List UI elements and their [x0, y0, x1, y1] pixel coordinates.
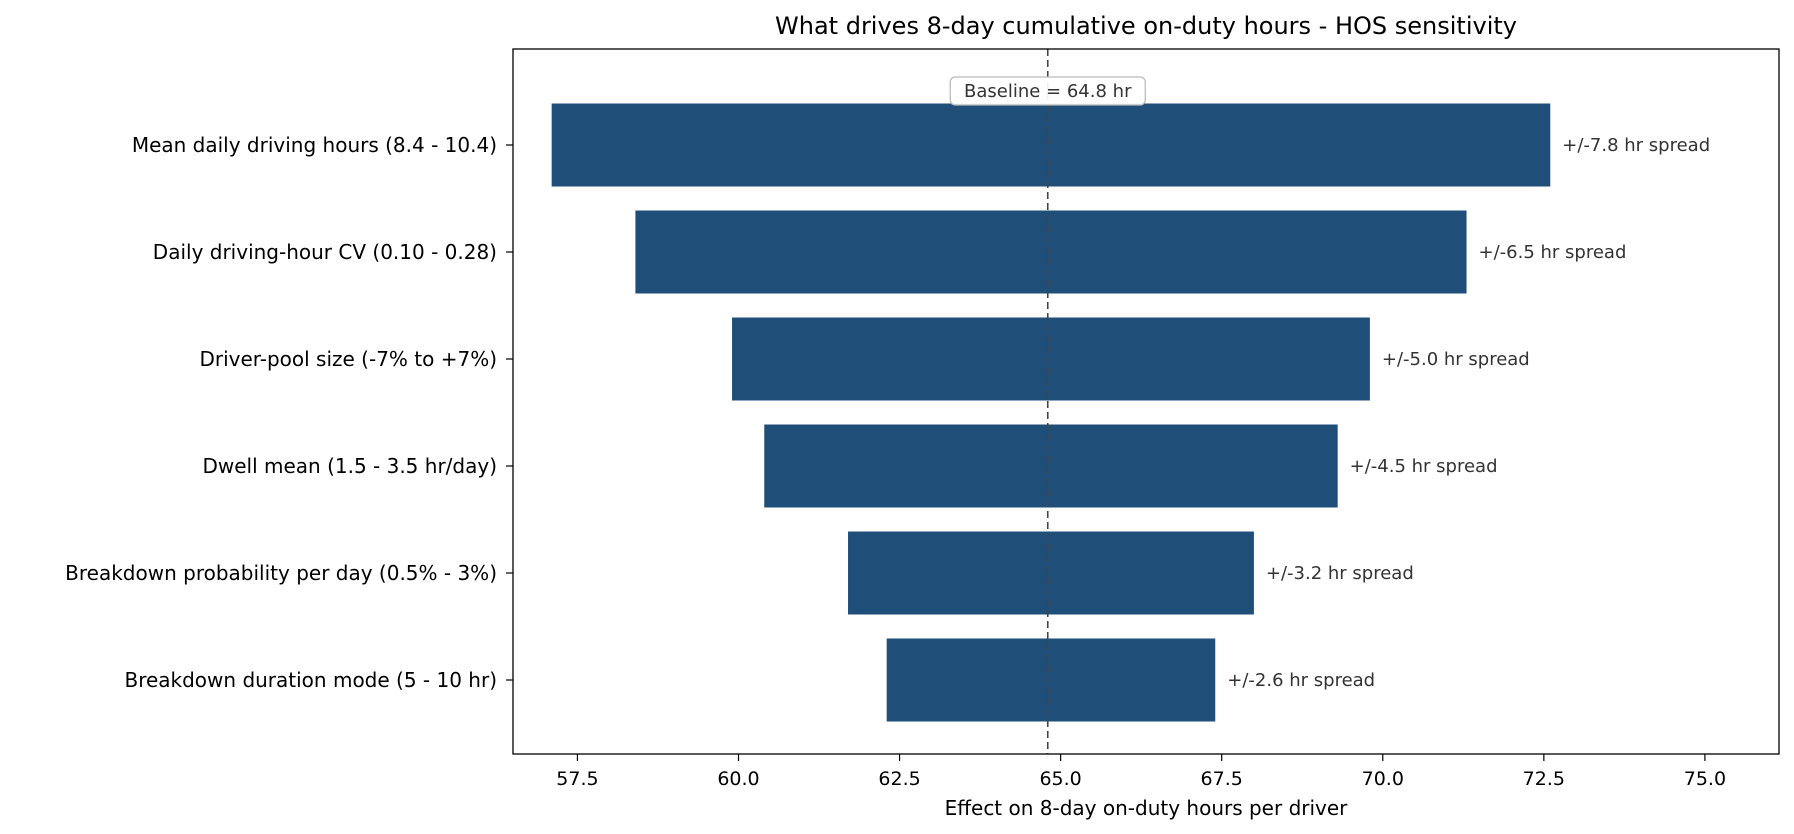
- bar-1: [551, 103, 1551, 187]
- bar-4: [764, 424, 1338, 508]
- bar-3: [732, 317, 1370, 401]
- baseline-label: Baseline = 64.8 hr: [964, 81, 1132, 102]
- spread-label-1: +/-7.8 hr spread: [1562, 135, 1710, 156]
- x-tick-label-8: 75.0: [1684, 768, 1726, 790]
- x-tick-label-7: 72.5: [1523, 768, 1565, 790]
- x-axis-label: Effect on 8-day on-duty hours per driver: [945, 796, 1349, 820]
- y-tick-label-5: Breakdown probability per day (0.5% - 3%…: [65, 561, 497, 585]
- y-tick-label-1: Mean daily driving hours (8.4 - 10.4): [132, 133, 497, 157]
- x-tick-label-3: 62.5: [878, 768, 920, 790]
- axes-layer: 57.5 60.0 62.5 65.0 67.5 70.0 72.5 75.0: [512, 48, 1780, 790]
- x-tick-label-1: 57.5: [556, 768, 598, 790]
- spread-label-3: +/-5.0 hr spread: [1382, 349, 1530, 370]
- bars-layer: Mean daily driving hours (8.4 - 10.4) +/-…: [65, 103, 1710, 722]
- plot-frame: [512, 48, 1780, 755]
- y-tick-label-6: Breakdown duration mode (5 - 10 hr): [124, 668, 497, 692]
- bar-5: [848, 531, 1254, 615]
- y-tick-label-3: Driver-pool size (-7% to +7%): [199, 347, 497, 371]
- spread-label-6: +/-2.6 hr spread: [1227, 670, 1375, 691]
- x-tick-label-4: 65.0: [1039, 768, 1081, 790]
- y-tick-label-4: Dwell mean (1.5 - 3.5 hr/day): [202, 454, 497, 478]
- bar-2: [635, 210, 1467, 294]
- y-tick-label-2: Daily driving-hour CV (0.10 - 0.28): [153, 240, 497, 264]
- baseline-layer: Baseline = 64.8 hr: [949, 49, 1146, 754]
- spread-label-5: +/-3.2 hr spread: [1266, 563, 1414, 584]
- x-tick-label-6: 70.0: [1362, 768, 1404, 790]
- baseline-label-box: [949, 76, 1146, 106]
- spread-label-4: +/-4.5 hr spread: [1350, 456, 1498, 477]
- bar-6: [886, 638, 1216, 722]
- x-tick-label-5: 67.5: [1201, 768, 1243, 790]
- x-tick-label-2: 60.0: [717, 768, 759, 790]
- chart-title: What drives 8-day cumulative on-duty hou…: [775, 12, 1517, 40]
- spread-label-2: +/-6.5 hr spread: [1479, 242, 1627, 263]
